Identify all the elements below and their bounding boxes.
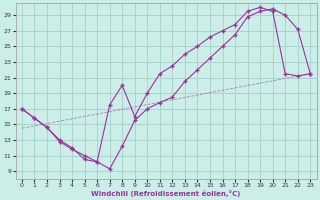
X-axis label: Windchill (Refroidissement éolien,°C): Windchill (Refroidissement éolien,°C)	[92, 190, 241, 197]
